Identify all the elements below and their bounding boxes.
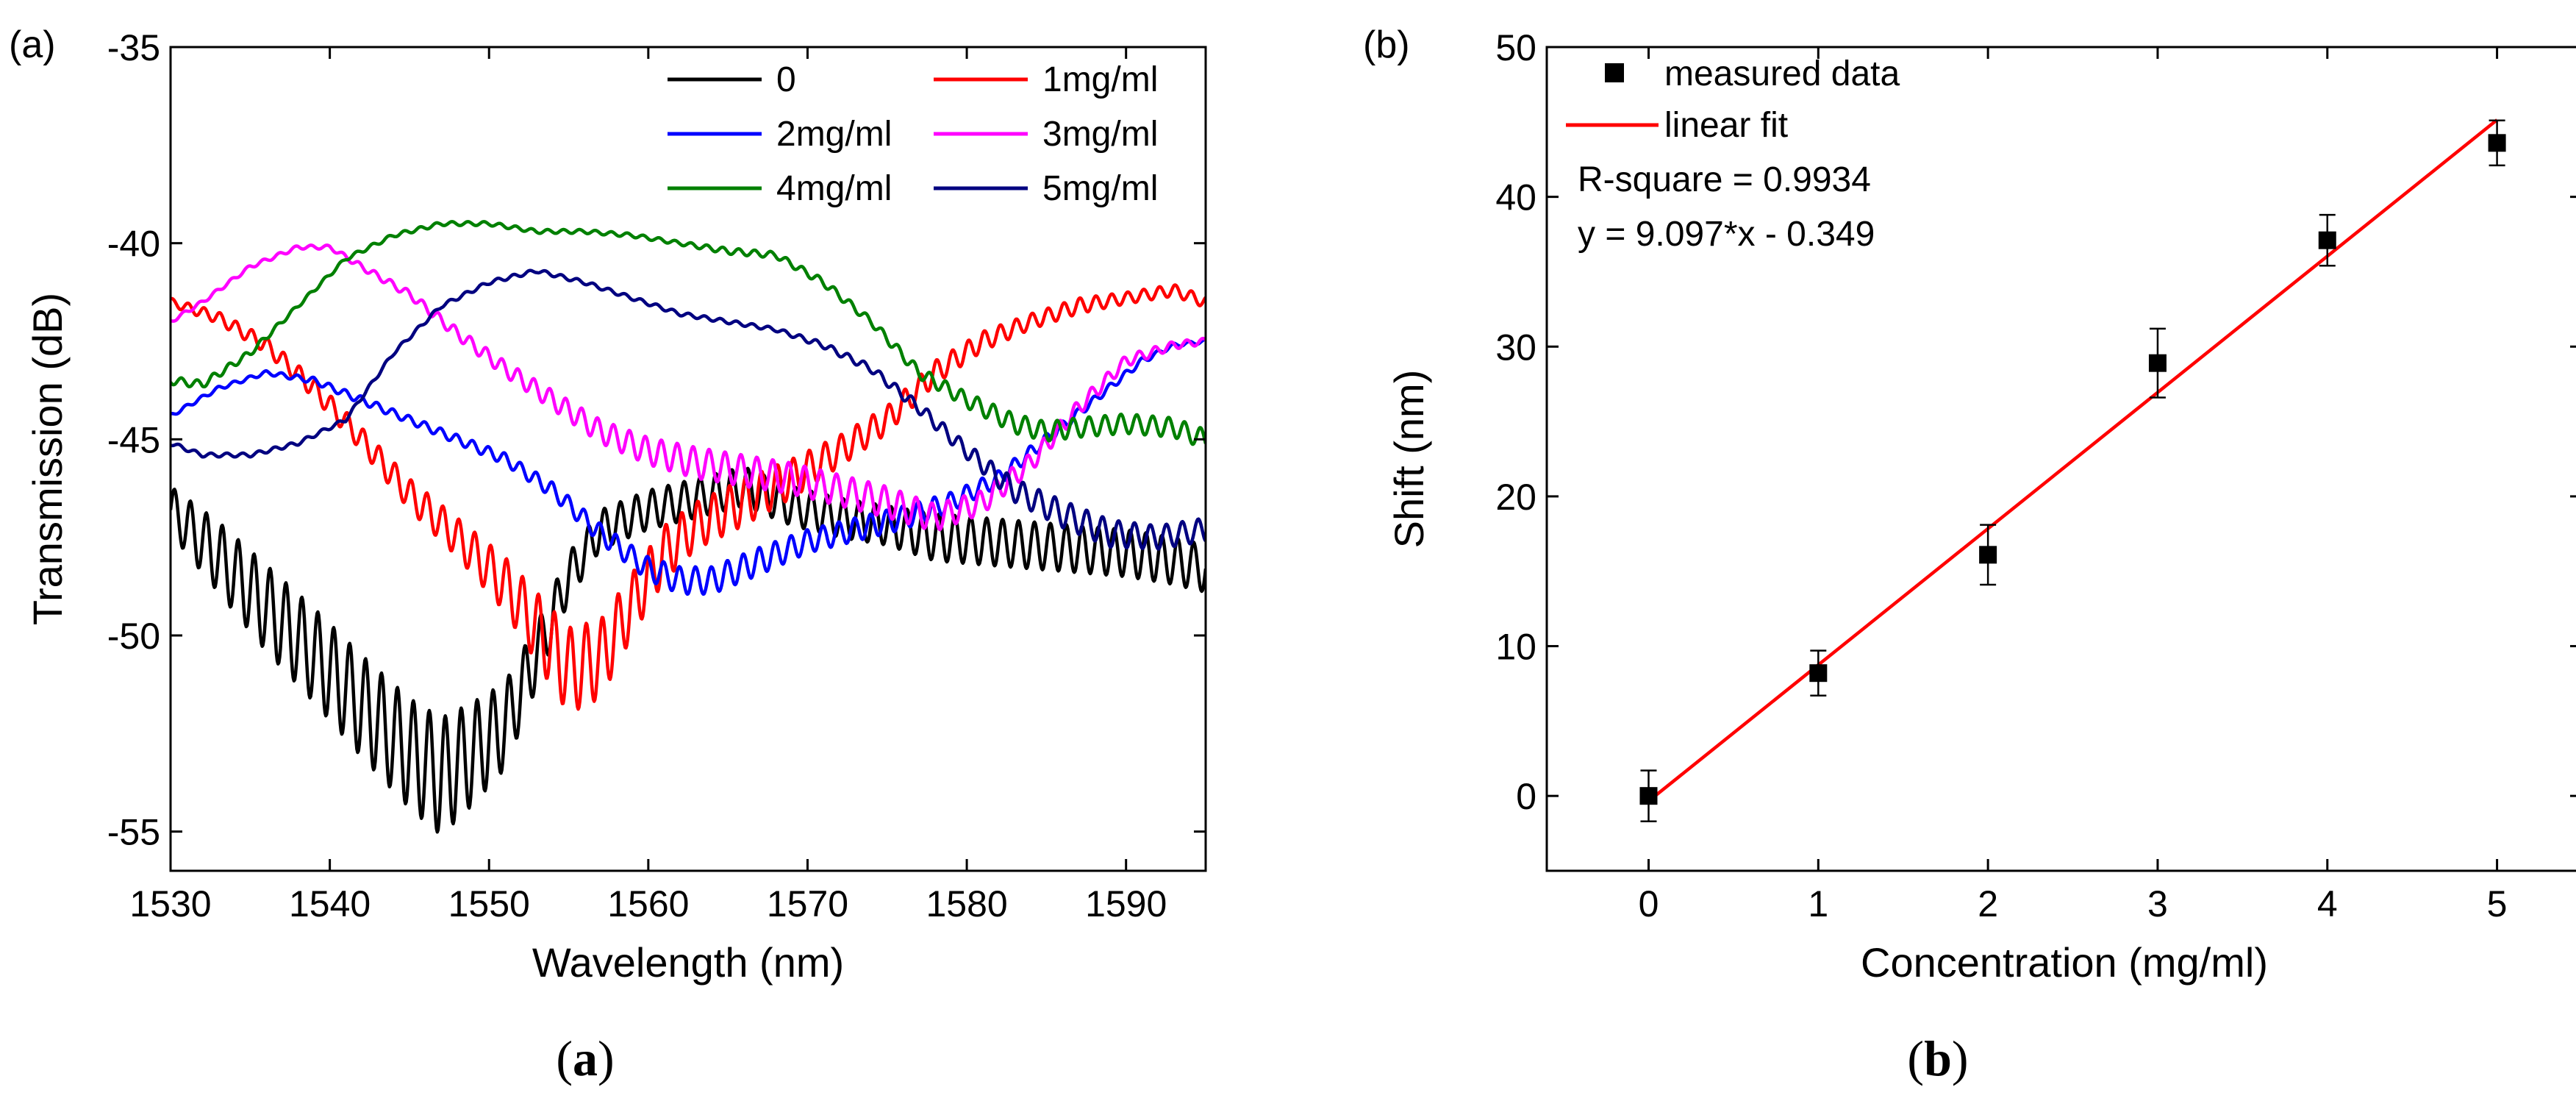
x-tick-label: 1570	[767, 883, 848, 924]
y-tick-label: -45	[107, 419, 160, 460]
x-tick-label: 4	[2317, 883, 2338, 924]
legend-label-1mg: 1mg/ml	[1042, 60, 1158, 99]
panel-a-legend: 0 1mg/ml 2mg/ml 3mg/ml 4mg/ml 5mg/ml	[668, 60, 1158, 208]
x-tick-label: 0	[1639, 883, 1659, 924]
x-tick-label: 1540	[289, 883, 371, 924]
data-point	[1809, 664, 1828, 683]
fit-line	[1647, 118, 2498, 803]
panel-b-plot-frame	[1545, 46, 2576, 872]
panel-a-ticks: 1530 1540 1550 1560 1570 1580 1590 -55 -50 -45 -40…	[107, 27, 1206, 924]
x-tick-label: 5	[2487, 883, 2508, 924]
y-tick-label: -50	[107, 616, 160, 657]
panel-a-caption-letter: a	[573, 1030, 598, 1086]
data-point	[2488, 134, 2506, 152]
panel-b-xlabel: Concentration (mg/ml)	[1861, 939, 2268, 986]
series-line-5	[171, 268, 1206, 551]
legend-label-2mg: 2mg/ml	[776, 115, 892, 154]
x-tick-label: 1550	[448, 883, 530, 924]
legend-label-3mg: 3mg/ml	[1042, 115, 1158, 154]
panel-b-tag: (b)	[1363, 24, 1410, 66]
legend-label-5mg: 5mg/ml	[1042, 169, 1158, 208]
y-tick-label: 10	[1495, 627, 1536, 668]
y-tick-label: 0	[1516, 776, 1536, 817]
data-point	[2148, 354, 2167, 372]
panel-a-caption: (a)	[556, 1030, 614, 1086]
series-line-4	[171, 220, 1206, 446]
y-tick-label: 50	[1495, 27, 1536, 68]
y-tick-label: -35	[107, 27, 160, 68]
legend-swatch-measured	[1605, 63, 1624, 82]
legend-label-4mg: 4mg/ml	[776, 169, 892, 208]
annotation-r-square: R-square = 0.9934	[1578, 160, 1871, 199]
y-tick-label: -55	[107, 812, 160, 853]
legend-label-measured: measured data	[1664, 54, 1900, 93]
legend-label-fit: linear fit	[1664, 106, 1788, 145]
y-tick-label: 30	[1495, 327, 1536, 368]
panel-a-series-group	[171, 220, 1206, 834]
data-point	[1639, 787, 1658, 805]
panel-a-xlabel: Wavelength (nm)	[532, 939, 844, 986]
series-line-3	[171, 243, 1206, 532]
annotation-equation: y = 9.097*x - 0.349	[1578, 215, 1875, 254]
x-tick-label: 2	[1978, 883, 1998, 924]
x-tick-label: 1580	[926, 883, 1007, 924]
y-tick-label: 20	[1495, 477, 1536, 518]
panel-b-legend: measured data linear fit R-square = 0.99…	[1566, 54, 1900, 254]
panel-a-plot-frame	[169, 46, 1207, 872]
panel-a-chart: (a) 1530 1540 1550 1560 1570 1580 1590 -55 -50 -4…	[9, 24, 1207, 1086]
series-line-0	[171, 466, 1206, 834]
y-tick-label: -40	[107, 224, 160, 265]
x-tick-label: 1590	[1085, 883, 1167, 924]
data-point	[2318, 231, 2336, 249]
panel-b-caption-letter: b	[1924, 1030, 1952, 1086]
panel-b-ylabel: Shift (nm)	[1386, 370, 1432, 549]
panel-b-caption: (b)	[1907, 1030, 1968, 1086]
x-tick-label: 3	[2147, 883, 2168, 924]
panel-a-ylabel: Transmission (dB)	[24, 293, 71, 625]
panel-b-series-group	[1639, 118, 2506, 823]
data-point	[1979, 546, 1997, 564]
x-tick-label: 1560	[607, 883, 689, 924]
x-tick-label: 1530	[129, 883, 211, 924]
x-tick-label: 1	[1808, 883, 1828, 924]
series-line-2	[171, 338, 1206, 596]
y-tick-label: 40	[1495, 177, 1536, 218]
legend-label-0: 0	[776, 60, 796, 99]
panel-a-tag: (a)	[9, 24, 56, 66]
